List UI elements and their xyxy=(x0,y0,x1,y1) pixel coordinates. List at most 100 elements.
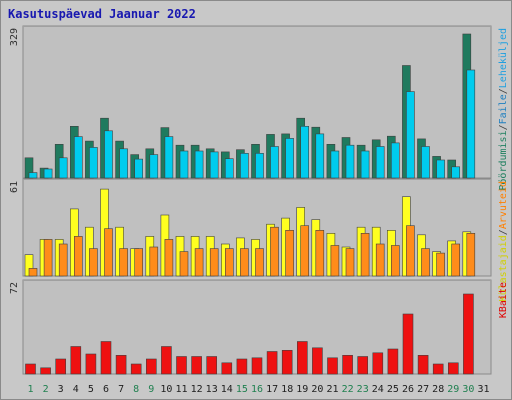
legend-entry: / xyxy=(498,229,509,235)
bar-kbytes-day-24 xyxy=(372,352,384,375)
bar-files-day-5 xyxy=(89,147,98,179)
bar-kbytes-day-17 xyxy=(266,351,278,375)
bar-kbytes-day-12 xyxy=(191,356,202,375)
bar-sites-day-24 xyxy=(375,243,385,277)
bar-files-day-7 xyxy=(119,148,128,179)
x-tick-label-26: 26 xyxy=(402,384,414,395)
bar-sites-day-22 xyxy=(345,248,355,277)
bar-sites-day-28 xyxy=(436,252,445,277)
bar-files-day-29 xyxy=(451,166,461,179)
legend-entry: / xyxy=(498,88,509,94)
bar-files-day-6 xyxy=(104,130,113,179)
bar-kbytes-day-28 xyxy=(432,363,444,375)
bar-kbytes-day-4 xyxy=(70,346,82,375)
panel-middle: 61 Külastajaid/Arvuteid xyxy=(9,178,509,301)
bar-sites-day-21 xyxy=(330,245,340,277)
bar-sites-day-12 xyxy=(194,248,204,277)
bar-files-day-13 xyxy=(209,151,219,179)
bar-sites-day-8 xyxy=(134,248,143,277)
legend-entry: Külastajaid xyxy=(498,235,509,301)
bar-files-day-30 xyxy=(466,69,476,179)
bar-kbytes-day-27 xyxy=(417,354,429,375)
bar-files-day-19 xyxy=(300,126,310,179)
x-tick-label-23: 23 xyxy=(357,384,369,395)
legend-middle: Külastajaid/Arvuteid xyxy=(498,181,509,301)
bar-files-day-16 xyxy=(255,153,264,179)
x-tick-label-30: 30 xyxy=(462,384,474,395)
bar-sites-day-23 xyxy=(360,233,370,277)
bar-sites-day-18 xyxy=(285,230,294,277)
bar-kbytes-day-9 xyxy=(146,358,157,375)
bar-files-day-27 xyxy=(421,146,430,179)
bar-sites-day-14 xyxy=(225,248,234,277)
x-tick-label-3: 3 xyxy=(58,384,64,395)
bar-files-day-22 xyxy=(345,144,355,179)
legend-entry: Arvuteid xyxy=(498,181,509,229)
x-tick-label-28: 28 xyxy=(432,384,444,395)
x-tick-label-14: 14 xyxy=(221,384,233,395)
x-tick-label-12: 12 xyxy=(191,384,203,395)
bar-files-day-10 xyxy=(164,136,174,179)
bar-sites-day-11 xyxy=(179,251,189,277)
bar-files-day-24 xyxy=(375,146,385,179)
bar-sites-day-10 xyxy=(164,239,174,277)
x-tick-label-5: 5 xyxy=(88,384,94,395)
x-tick-label-15: 15 xyxy=(236,384,248,395)
bar-files-day-3 xyxy=(58,157,68,179)
legend-entry: Leheküljed xyxy=(498,28,509,88)
x-tick-label-20: 20 xyxy=(311,384,323,395)
x-tick-label-22: 22 xyxy=(342,384,354,395)
x-tick-label-19: 19 xyxy=(296,384,308,395)
bar-kbytes-day-22 xyxy=(342,354,353,375)
bar-files-day-15 xyxy=(240,153,249,179)
x-tick-label-4: 4 xyxy=(73,384,79,395)
x-tick-label-9: 9 xyxy=(148,384,154,395)
x-tick-label-1: 1 xyxy=(27,384,33,395)
bar-sites-day-4 xyxy=(74,236,83,277)
x-tick-label-11: 11 xyxy=(175,384,187,395)
legend-entry: Faile xyxy=(498,94,509,124)
bar-kbytes-day-3 xyxy=(55,358,67,375)
bar-kbytes-day-1 xyxy=(25,363,36,375)
bar-sites-day-16 xyxy=(255,248,264,277)
bar-sites-day-25 xyxy=(390,245,400,277)
bar-kbytes-day-19 xyxy=(296,341,308,375)
x-tick-label-8: 8 xyxy=(133,384,139,395)
bar-kbytes-day-29 xyxy=(447,362,459,375)
x-tick-label-6: 6 xyxy=(103,384,109,395)
legend-bottom: KBaite xyxy=(498,282,509,318)
bar-sites-day-6 xyxy=(104,228,113,277)
bar-files-day-12 xyxy=(194,150,204,179)
bar-kbytes-day-8 xyxy=(130,363,142,375)
bar-kbytes-day-7 xyxy=(115,354,127,375)
bar-sites-day-17 xyxy=(270,226,279,277)
x-tick-label-10: 10 xyxy=(160,384,172,395)
bar-files-day-2 xyxy=(43,168,53,179)
bar-files-day-28 xyxy=(436,159,445,179)
bar-files-day-11 xyxy=(179,150,189,179)
bar-kbytes-day-30 xyxy=(463,293,474,375)
x-tick-label-29: 29 xyxy=(447,384,459,395)
bar-kbytes-day-11 xyxy=(176,356,187,375)
legend-top: Pöördumisi/Faile/Leheküljed xyxy=(498,28,509,191)
bar-kbytes-day-21 xyxy=(327,357,338,375)
bar-sites-day-9 xyxy=(149,246,159,277)
bar-sites-day-3 xyxy=(58,243,68,277)
legend-entry: / xyxy=(498,124,509,130)
x-tick-label-16: 16 xyxy=(251,384,263,395)
bar-sites-day-1 xyxy=(28,268,38,277)
bar-kbytes-day-18 xyxy=(281,349,293,375)
bar-files-day-26 xyxy=(406,91,415,179)
bar-sites-day-29 xyxy=(451,243,461,277)
bar-files-day-20 xyxy=(315,133,325,179)
x-tick-label-13: 13 xyxy=(206,384,218,395)
bar-sites-day-2 xyxy=(43,239,53,277)
bar-files-day-23 xyxy=(360,150,370,179)
bar-files-day-14 xyxy=(225,158,234,179)
bar-kbytes-day-16 xyxy=(251,357,263,375)
bar-kbytes-day-26 xyxy=(402,313,414,375)
bar-kbytes-day-6 xyxy=(100,341,112,375)
bar-kbytes-day-13 xyxy=(206,356,217,375)
